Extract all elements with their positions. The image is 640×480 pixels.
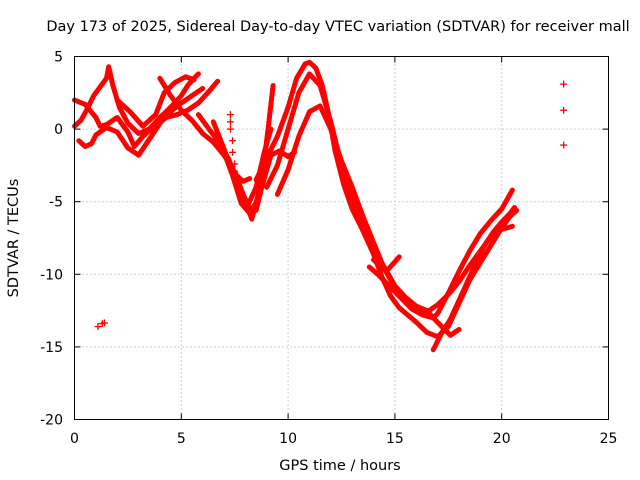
plus-point-marker [94, 323, 102, 331]
y-tick-label: -15 [40, 340, 63, 356]
x-tick-label: 5 [177, 431, 186, 447]
series-trace-a [72, 64, 201, 136]
plus-point-marker [231, 167, 239, 175]
plus-point-marker [560, 106, 568, 114]
plus-point-marker [226, 111, 234, 119]
axis-ticks: 0 5 10 15 20 25 -20 -15 -10 -5 0 5 [40, 50, 617, 448]
x-tick-label: 0 [70, 431, 79, 447]
series-trace-o [371, 254, 402, 274]
series-trace-d [114, 74, 197, 129]
chart-title: Day 173 of 2025, Sidereal Day-to-day VTE… [46, 19, 629, 35]
data-series [72, 59, 568, 353]
x-tick-label: 15 [386, 431, 404, 447]
plus-point-marker [229, 137, 237, 145]
plus-point-marker [560, 80, 568, 88]
y-tick-label: -20 [40, 413, 63, 429]
x-tick-label: 10 [279, 431, 297, 447]
grid-lines [74, 56, 609, 420]
y-tick-label: 5 [54, 50, 63, 66]
y-axis-label: SDTVAR / TECUs [6, 179, 22, 298]
x-tick-label: 25 [600, 431, 618, 447]
series-trace-i [232, 148, 297, 213]
y-tick-label: 0 [54, 122, 63, 138]
x-axis-label: GPS time / hours [279, 458, 400, 474]
series-trace-b [72, 78, 221, 149]
y-tick-label: -5 [49, 195, 63, 211]
plus-point-marker [231, 160, 239, 168]
x-tick-label: 20 [493, 431, 511, 447]
series-trace-l [274, 103, 515, 315]
plus-point-marker [229, 148, 237, 156]
plus-point-marker [226, 118, 234, 126]
plus-point-marker [226, 125, 234, 133]
series-trace-n [430, 205, 517, 353]
plot-frame [74, 56, 609, 420]
plus-point-marker [560, 141, 568, 149]
y-tick-label: -10 [40, 267, 63, 283]
plus-point-marker [100, 319, 108, 327]
